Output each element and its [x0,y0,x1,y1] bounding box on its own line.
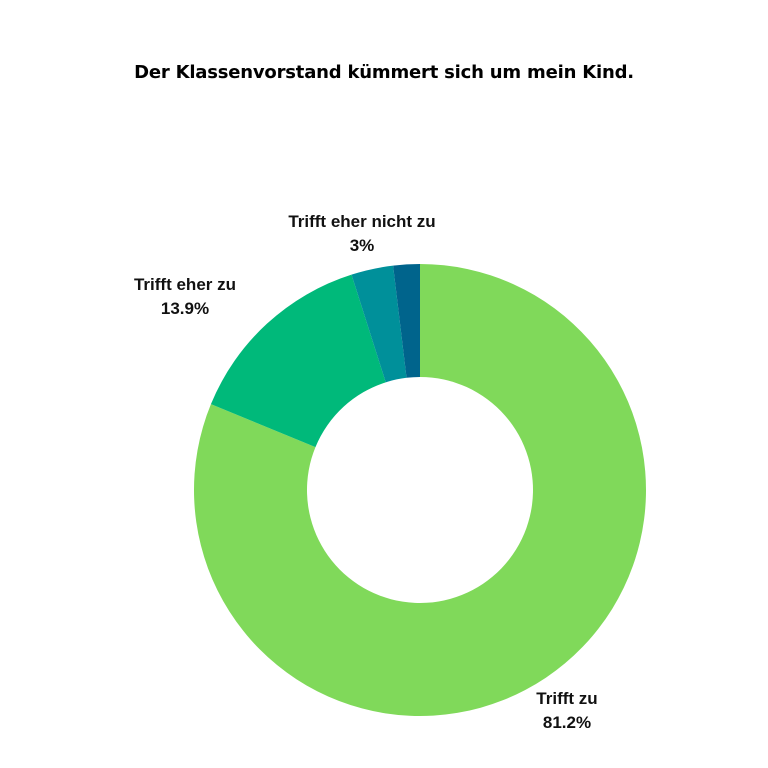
slice-value-label-3: 3% [350,236,375,255]
donut-slice-2 [210,274,386,448]
slice-label-3: Trifft eher nicht zu [288,212,435,231]
donut-slice-4 [393,264,420,378]
donut-slice-3 [351,265,407,383]
chart-title: Der Klassenvorstand kümmert sich um mein… [134,62,634,83]
donut-slice-1 [193,264,646,716]
slice-value-label-1: 81.2% [543,713,591,732]
slice-value-label-2: 13.9% [161,299,209,318]
slice-label-2: Trifft eher zu [134,275,236,294]
slice-label-1: Trifft zu [536,689,597,708]
